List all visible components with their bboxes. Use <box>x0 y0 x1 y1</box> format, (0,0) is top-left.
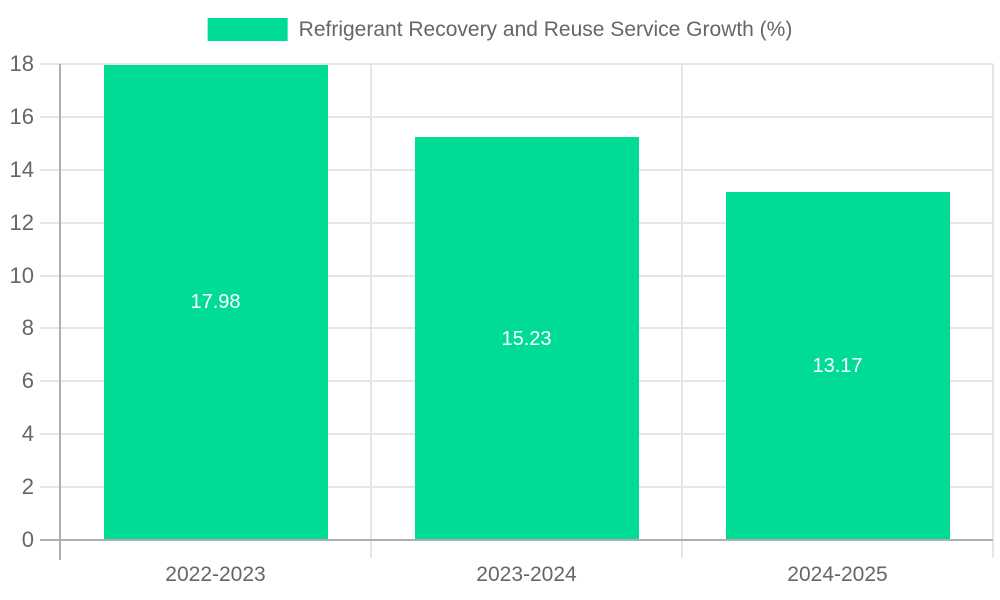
x-axis-tick-label: 2022-2023 <box>165 563 266 586</box>
legend-label: Refrigerant Recovery and Reuse Service G… <box>298 18 793 41</box>
category-boundary-gridline <box>370 64 372 558</box>
y-gridline <box>40 115 993 118</box>
x-axis-tick-label: 2024-2025 <box>787 563 888 586</box>
y-axis-tick-label: 6 <box>21 368 34 394</box>
bar-2022-2023[interactable] <box>103 64 328 539</box>
legend-swatch-icon <box>207 18 288 41</box>
y-axis-tick-label: 2 <box>21 474 34 500</box>
category-boundary-gridline <box>992 64 994 558</box>
category-boundary-gridline <box>681 64 683 558</box>
bar-2024-2025[interactable] <box>725 191 950 539</box>
bar-value-label: 15.23 <box>501 327 552 350</box>
y-axis-tick-label: 12 <box>9 209 34 235</box>
bar-value-label: 13.17 <box>812 354 863 377</box>
y-axis-tick-label: 14 <box>9 156 34 182</box>
y-axis-tick-label: 4 <box>21 421 34 447</box>
x-axis-tick-label: 2023-2024 <box>476 563 577 586</box>
bar-value-label: 17.98 <box>190 291 241 314</box>
y-axis-tick-label: 0 <box>21 527 34 552</box>
bar-2023-2024[interactable] <box>414 137 639 539</box>
y-gridline <box>40 63 993 65</box>
y-axis-tick-label: 10 <box>9 262 34 288</box>
y-axis-tick-label: 18 <box>9 51 34 76</box>
y-axis-tick-label: 16 <box>9 103 34 129</box>
legend[interactable]: Refrigerant Recovery and Reuse Service G… <box>207 18 793 41</box>
x-axis-line <box>40 539 993 541</box>
y-axis-tick-label: 8 <box>21 315 34 341</box>
y-axis-line <box>59 64 61 560</box>
